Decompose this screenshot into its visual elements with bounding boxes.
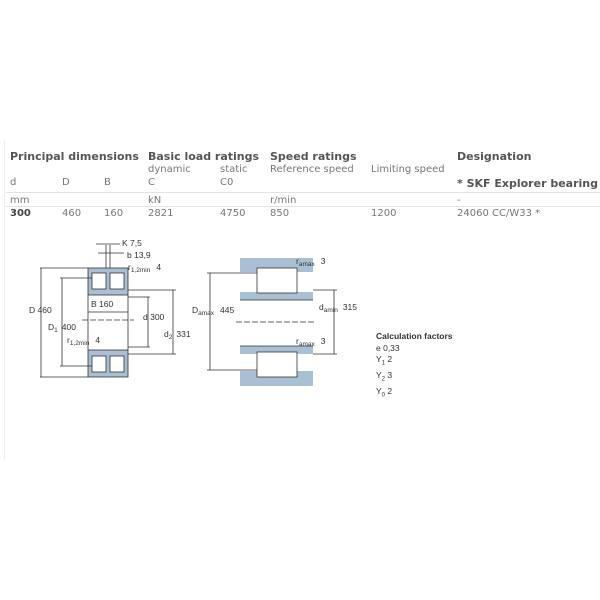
label-d2: d2 331 [164,329,191,341]
unit-rmin: r/min [270,195,297,206]
row-D: 460 [62,208,82,219]
calc-Y2: Y2 3 [376,370,393,383]
calc-Y1: Y1 2 [376,354,393,367]
sub-C0: C0 [220,177,234,188]
product-table-panel [4,140,600,460]
header-designation: Designation [457,150,532,163]
label-b: b 13,9 [127,250,151,260]
sub-static: static [220,164,248,175]
label-ramax-top: ramax 3 [296,256,326,268]
row-B: 160 [104,208,124,219]
calculation-factors: Calculation factors e 0,33 Y1 2 Y2 3 Y0 … [376,331,453,403]
label-ramax-bottom: ramax 3 [296,336,326,348]
label-damin: damin 315 [319,302,357,314]
sub-explorer-note: * SKF Explorer bearing [457,177,598,190]
sub-limiting-speed: Limiting speed [371,164,445,175]
divider [6,192,600,193]
label-D: D 460 [29,305,52,315]
row-limiting-speed: 1200 [371,208,397,219]
header-principal-dimensions: Principal dimensions [10,150,139,163]
row-C: 2821 [148,208,174,219]
sub-D: D [62,177,70,188]
row-designation[interactable]: 24060 CC/W33 * [457,208,541,219]
label-K: K 7,5 [122,238,142,248]
sub-B: B [104,177,111,188]
calc-e: e 0,33 [376,342,400,353]
sub-C: C [148,177,155,188]
row-d: 300 [10,208,31,219]
label-r12-top: r1,2min 4 [128,262,161,274]
divider [6,206,600,207]
header-load-ratings: Basic load ratings [148,150,260,163]
header-speed-ratings: Speed ratings [270,150,357,163]
sub-reference-speed: Reference speed [270,164,354,175]
label-Damax: Damax 445 [192,305,235,317]
row-ref-speed: 850 [270,208,290,219]
row-C0: 4750 [220,208,246,219]
unit-mm: mm [10,195,30,206]
label-r12-bottom: r1,2min 4 [67,335,100,347]
label-B: B 160 [91,299,113,309]
unit-kn: kN [148,195,162,206]
unit-dash: - [457,195,461,206]
calc-title: Calculation factors [376,331,453,341]
sub-d: d [10,177,17,188]
calc-Y0: Y0 2 [376,386,393,400]
label-d: d 300 [143,312,165,322]
sub-dynamic: dynamic [148,164,191,175]
